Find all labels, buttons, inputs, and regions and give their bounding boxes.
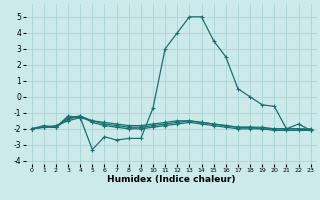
X-axis label: Humidex (Indice chaleur): Humidex (Indice chaleur) (107, 175, 236, 184)
